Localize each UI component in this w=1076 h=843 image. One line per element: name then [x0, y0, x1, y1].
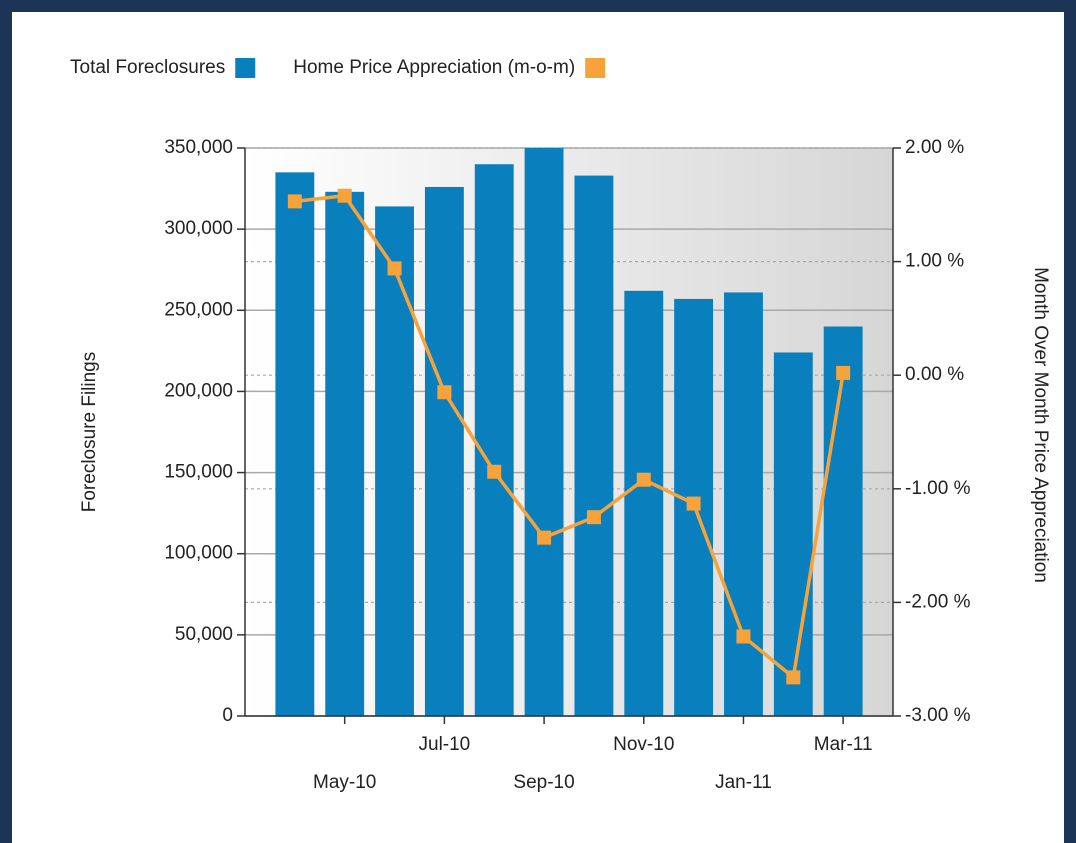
bar: [424, 186, 464, 716]
line-marker: [287, 194, 302, 209]
legend-label: Total Foreclosures: [70, 57, 225, 78]
y-tick-label: 200,000: [164, 380, 233, 401]
y-tick-label: 0: [222, 705, 233, 726]
line-marker: [487, 464, 502, 479]
y-tick-label: 350,000: [164, 137, 233, 158]
line-marker: [836, 365, 851, 380]
legend-label: Home Price Appreciation (m-o-m): [293, 57, 575, 78]
y2-axis-title: Month Over Month Price Appreciation: [1030, 267, 1051, 583]
bar: [724, 292, 763, 716]
bar: [375, 206, 414, 716]
y2-tick-label: -3.00 %: [905, 705, 971, 726]
legend-swatch: [585, 58, 606, 78]
line-marker: [786, 670, 801, 685]
x-tick-label: Sep-10: [513, 772, 574, 793]
y2-tick-label: -1.00 %: [905, 478, 971, 499]
line-marker: [736, 629, 751, 644]
bar: [823, 326, 863, 716]
y2-tick-label: 2.00 %: [905, 137, 964, 158]
line-marker: [337, 188, 352, 203]
x-tick-label: May-10: [313, 772, 376, 793]
line-marker: [586, 510, 601, 525]
y-tick-label: 250,000: [164, 299, 233, 320]
y-tick-label: 150,000: [164, 462, 233, 483]
x-tick-label: Jan-11: [715, 772, 772, 793]
bar: [474, 164, 514, 716]
x-tick-label: Jul-10: [419, 734, 471, 755]
x-tick-label: Mar-11: [814, 734, 873, 755]
y-tick-label: 300,000: [164, 218, 233, 239]
bar: [574, 175, 614, 717]
bar: [524, 148, 564, 716]
line-marker: [387, 261, 402, 276]
line-marker: [537, 530, 552, 545]
line-marker: [686, 496, 701, 511]
bar: [624, 290, 664, 716]
y2-tick-label: -2.00 %: [905, 591, 971, 612]
y-axis-title: Foreclosure Filings: [79, 352, 100, 513]
bar: [275, 172, 315, 717]
line: [294, 193, 845, 681]
y-tick-label: 50,000: [175, 624, 233, 645]
y2-tick-label: 1.00 %: [905, 251, 964, 272]
x-tick-label: Nov-10: [613, 734, 674, 755]
bar: [325, 191, 365, 716]
bar: [773, 352, 813, 716]
legend-swatch: [235, 58, 256, 78]
y2-tick-label: 0.00 %: [905, 364, 964, 385]
y-tick-label: 100,000: [164, 543, 233, 564]
line-marker: [636, 472, 651, 487]
line-marker: [437, 385, 452, 400]
